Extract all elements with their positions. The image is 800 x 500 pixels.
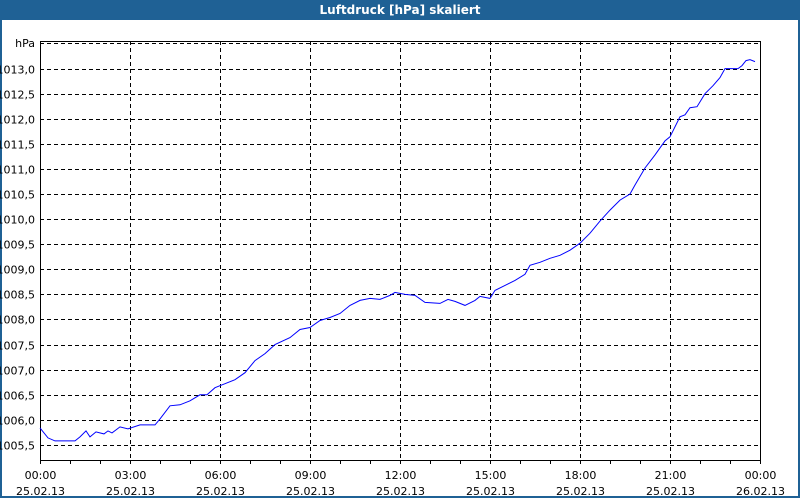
y-tick-label: 1006,5 (0, 390, 35, 403)
y-tick-label: 1013,0 (0, 64, 35, 77)
x-tick-date-label: 26.02.13 (736, 485, 785, 498)
y-axis-unit-label: hPa (15, 37, 35, 50)
x-tick-date-label: 25.02.13 (376, 485, 425, 498)
x-tick-date-label: 25.02.13 (16, 485, 65, 498)
y-tick-label: 1006,0 (0, 415, 35, 428)
y-tick-label: 1009,0 (0, 264, 35, 277)
y-tick-label: 1005,5 (0, 440, 35, 453)
x-tick-time-label: 06:00 (205, 469, 237, 482)
x-tick-time-label: 15:00 (475, 469, 507, 482)
x-tick-time-label: 09:00 (295, 469, 327, 482)
x-tick-time-label: 21:00 (655, 469, 687, 482)
y-tick-label: 1007,5 (0, 340, 35, 353)
y-tick-label: 1012,5 (0, 89, 35, 102)
y-tick-label: 1008,0 (0, 314, 35, 327)
x-tick-date-label: 25.02.13 (196, 485, 245, 498)
tick-labels: 1005,5 1006,0 1006,5 1007,0 1007,5 1008,0 1008… (0, 64, 785, 499)
x-tick-date-label: 25.02.13 (106, 485, 155, 498)
x-tick-date-label: 25.02.13 (286, 485, 335, 498)
x-tick-time-label: 03:00 (115, 469, 147, 482)
x-tick-date-label: 25.02.13 (466, 485, 515, 498)
pressure-line (39, 59, 756, 442)
y-tick-label: 1011,5 (0, 139, 35, 152)
y-tick-label: 1007,0 (0, 365, 35, 378)
plot-frame (40, 41, 761, 461)
axes (40, 41, 761, 464)
y-tick-label: 1010,0 (0, 214, 35, 227)
x-tick-time-label: 12:00 (385, 469, 417, 482)
x-tick-time-label: 00:00 (745, 469, 777, 482)
y-tick-label: 1012,0 (0, 114, 35, 127)
y-tick-label: 1009,5 (0, 239, 35, 252)
y-tick-label: 1008,5 (0, 289, 35, 302)
x-tick-time-label: 00:00 (25, 469, 57, 482)
x-tick-date-label: 25.02.13 (556, 485, 605, 498)
y-tick-label: 1010,5 (0, 189, 35, 202)
y-tick-label: 1011,0 (0, 164, 35, 177)
chart-title: Luftdruck [hPa] skaliert (2, 0, 798, 20)
grid (40, 41, 760, 460)
x-tick-time-label: 18:00 (565, 469, 597, 482)
x-tick-date-label: 25.02.13 (646, 485, 695, 498)
